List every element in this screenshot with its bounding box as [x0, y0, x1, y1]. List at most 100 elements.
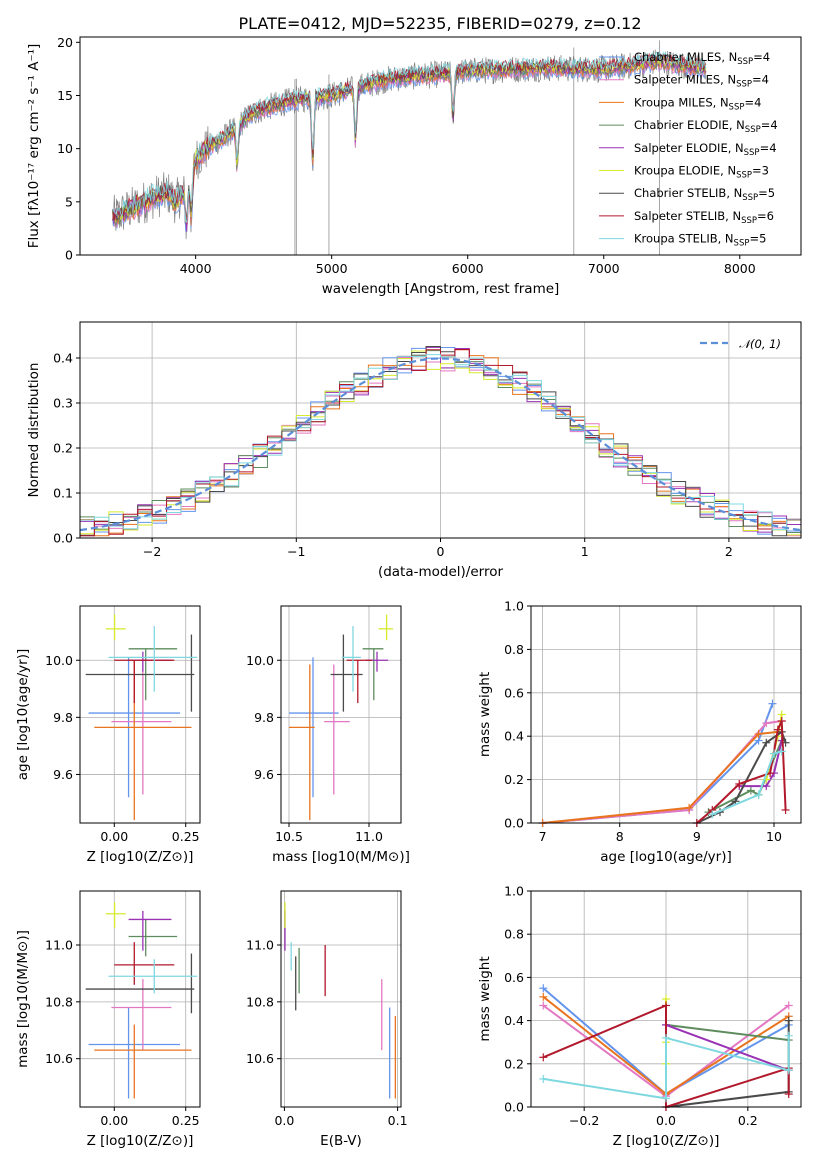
- mass-vs-ebv-ytick-label: 11.0: [246, 938, 274, 953]
- mass-vs-ebv-frame: [280, 890, 402, 1108]
- age-vs-mass-xlabel: mass [log10(M/M⊙)]: [272, 849, 410, 865]
- massweight-vs-age-xtick-label: 9: [693, 829, 701, 844]
- massweight-vs-z-frame: [530, 890, 802, 1108]
- mass-vs-z-ytick-label: 10.8: [45, 994, 73, 1009]
- residuals-xtick-label: −1: [287, 544, 305, 559]
- residuals-ytick-label: 0.4: [53, 351, 73, 366]
- residuals-xtick-label: 0: [437, 544, 445, 559]
- residuals-ytick-label: 0.3: [53, 396, 73, 411]
- massweight-vs-z-xtick-label: −0.2: [569, 1113, 599, 1128]
- massweight-vs-age-xtick-label: 8: [616, 829, 624, 844]
- residuals-ylabel: Normed distribution: [26, 363, 42, 498]
- mass-vs-ebv-ytick-label: 10.6: [246, 1051, 274, 1066]
- mass-vs-z-ytick-label: 10.6: [45, 1051, 73, 1066]
- spectrum-xtick-label: 5000: [316, 261, 348, 276]
- residuals-frame: [79, 321, 802, 539]
- mass-vs-z-ylabel: mass [log10(M/M⊙)]: [15, 930, 31, 1068]
- spectrum-xtick-label: 4000: [180, 261, 212, 276]
- massweight-vs-age-ytick-label: 0.2: [504, 772, 524, 787]
- massweight-vs-age-ytick-label: 0.8: [504, 642, 524, 657]
- mass-vs-z-axes: 0.00 0.25 10.6 10.8 11.0 Z [log10(Z/Z⊙)] mass …: [15, 890, 201, 1149]
- mass-vs-z-xtick-label: 0.25: [172, 1113, 200, 1128]
- residuals-xtick-label: 1: [581, 544, 589, 559]
- residuals-xlabel: (data-model)/error: [378, 564, 504, 580]
- massweight-vs-z-axes: −0.2 0.0 0.2 0.0 0.2 0.4 0.6 0.8 1.0 Z [log10(Z/Z…: [477, 884, 802, 1149]
- massweight-vs-age-ytick-label: 0.6: [504, 685, 524, 700]
- age-vs-z-xtick-label: 0.25: [172, 829, 200, 844]
- legend-label: Chabrier MILES, NSSP=4: [634, 50, 770, 67]
- age-vs-mass-ytick-label: 9.8: [254, 710, 274, 725]
- legend-label: Kroupa MILES, NSSP=4: [634, 95, 761, 112]
- massweight-vs-z-ylabel: mass weight: [477, 956, 493, 1041]
- age-vs-z-frame: [79, 605, 201, 824]
- age-vs-z-axes: 0.00 0.25 9.6 9.8 10.0 Z [log10(Z/Z⊙)] age [lo…: [15, 605, 201, 865]
- residual-histogram: [79, 346, 802, 538]
- mass-vs-z-xtick-label: 0.00: [100, 1113, 128, 1128]
- massweight-vs-age-axes: 7 8 9 10 0.0 0.2 0.4 0.6 0.8 1.0 age [log10(age/yr…: [477, 599, 802, 865]
- legend-label: Kroupa STELIB, NSSP=5: [634, 232, 766, 249]
- massweight-vs-z-ytick-label: 0.8: [504, 927, 524, 942]
- age-vs-z-ytick-label: 10.0: [45, 653, 73, 668]
- spectrum-title: PLATE=0412, MJD=52235, FIBERID=0279, z=0…: [238, 14, 641, 33]
- spectrum-frame: [79, 36, 802, 256]
- residuals-xtick-label: 2: [725, 544, 733, 559]
- massweight-vs-age-frame: [530, 605, 802, 824]
- mass-vs-ebv-axes: 0.0 0.1 10.6 10.8 11.0 E(B-V): [246, 890, 408, 1149]
- spectrum-ytick-label: 0: [65, 248, 73, 263]
- age-vs-mass-xtick-label: 10.5: [275, 829, 303, 844]
- mass-vs-ebv-xtick-label: 0.1: [388, 1113, 408, 1128]
- age-vs-z-ylabel: age [log10(age/yr)]: [15, 649, 31, 781]
- spectrum-ytick-label: 20: [57, 35, 73, 50]
- age-vs-mass-xtick-label: 11.0: [355, 829, 383, 844]
- mass-vs-ebv-ytick-label: 10.8: [246, 994, 274, 1009]
- massweight-vs-age-xlabel: age [log10(age/yr)]: [600, 849, 732, 865]
- residuals-ytick-label: 0.2: [53, 441, 73, 456]
- spectrum-ytick-label: 15: [57, 88, 73, 103]
- massweight-vs-z-ytick-label: 0.4: [504, 1013, 524, 1028]
- massweight-vs-age-series-line: [542, 730, 779, 824]
- age-vs-z-ytick-label: 9.6: [53, 767, 73, 782]
- gaussian-curve: [79, 357, 802, 532]
- mass-vs-z-ytick-label: 11.0: [45, 938, 73, 953]
- massweight-vs-z-xtick-label: 0.2: [738, 1113, 758, 1128]
- spectrum-xtick-label: 7000: [588, 261, 620, 276]
- spectrum-ytick-label: 5: [65, 194, 73, 209]
- residuals-ytick-label: 0.1: [53, 486, 73, 501]
- model-fit-line: [112, 51, 707, 224]
- residuals-xtick-label: −2: [143, 544, 161, 559]
- spectrum-xtick-label: 8000: [724, 261, 756, 276]
- legend-label: Salpeter STELIB, NSSP=6: [634, 209, 774, 226]
- residual-histogram: [79, 354, 802, 538]
- age-vs-z-xlabel: Z [log10(Z/Z⊙)]: [87, 849, 194, 865]
- massweight-vs-age-ytick-label: 0.4: [504, 729, 524, 744]
- massweight-vs-age-xtick-label: 10: [766, 829, 782, 844]
- spectrum-xlabel: wavelength [Angstrom, rest frame]: [322, 281, 560, 297]
- spectrum-ylabel: Flux [fλ10⁻¹⁷ erg cm⁻² s⁻¹ A⁻¹]: [26, 44, 42, 249]
- massweight-vs-age-ylabel: mass weight: [477, 672, 493, 757]
- mass-vs-z-frame: [79, 890, 201, 1108]
- spectrum-ytick-label: 10: [57, 141, 73, 156]
- legend-label: Salpeter ELODIE, NSSP=4: [634, 141, 777, 158]
- massweight-vs-z-ytick-label: 0.0: [504, 1100, 524, 1115]
- massweight-vs-z-xlabel: Z [log10(Z/Z⊙)]: [613, 1133, 720, 1149]
- age-vs-mass-frame: [280, 605, 402, 824]
- massweight-vs-z-series-line: [665, 1023, 789, 1041]
- mass-vs-ebv-xtick-label: 0.0: [274, 1113, 294, 1128]
- massweight-vs-age-xtick-label: 7: [539, 829, 547, 844]
- mass-vs-ebv-xlabel: E(B-V): [320, 1133, 362, 1149]
- massweight-vs-age-ytick-label: 0.0: [504, 816, 524, 831]
- massweight-vs-z-series-line: [665, 1023, 790, 1072]
- massweight-vs-z-ytick-label: 0.6: [504, 970, 524, 985]
- legend-label: Salpeter MILES, NSSP=4: [634, 73, 769, 90]
- age-vs-z-ytick-label: 9.8: [53, 710, 73, 725]
- age-vs-mass-ytick-label: 9.6: [254, 767, 274, 782]
- massweight-vs-z-ytick-label: 0.2: [504, 1056, 524, 1071]
- residuals-axes: −2 −1 0 1 2 0.0 0.1 0.2 0.3 0.4 𝒩(0, 1) (data-model…: [26, 321, 802, 580]
- age-vs-mass-axes: 10.5 11.0 9.6 9.8 10.0 mass [log10(M/M⊙)]: [246, 605, 410, 865]
- gaussian-legend-label: 𝒩(0, 1): [739, 337, 781, 351]
- massweight-vs-age-ytick-label: 1.0: [504, 599, 524, 614]
- massweight-vs-age-series-line: [711, 750, 782, 816]
- massweight-vs-z-ytick-label: 1.0: [504, 884, 524, 899]
- massweight-vs-age-series-line: [542, 703, 774, 824]
